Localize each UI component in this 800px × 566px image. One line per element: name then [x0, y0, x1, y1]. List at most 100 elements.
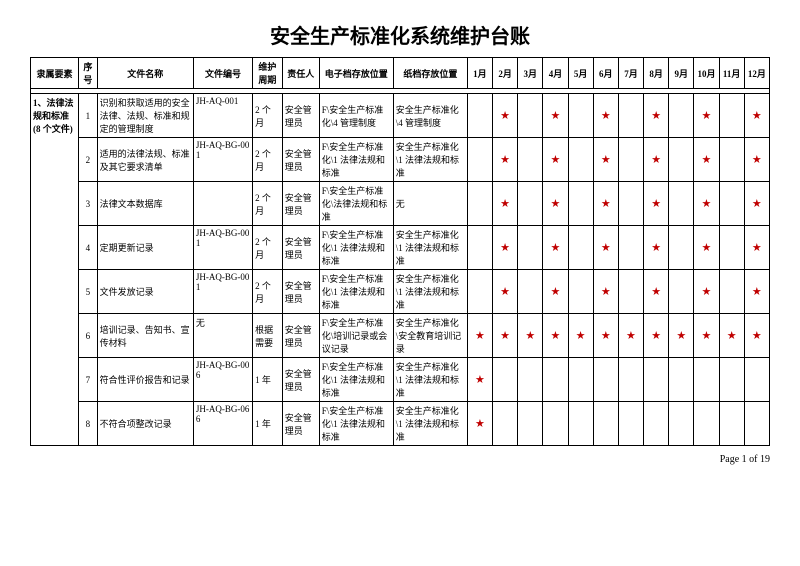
- cell-eloc: F\安全生产标准化\4 管理制度: [319, 94, 393, 138]
- cell-month: [518, 226, 543, 270]
- header-month: 7月: [618, 58, 643, 89]
- header-month: 11月: [719, 58, 744, 89]
- cell-month: ★: [543, 138, 568, 182]
- cell-name: 定期更新记录: [97, 226, 193, 270]
- cell-month: ★: [543, 314, 568, 358]
- cell-cycle: 2 个月: [253, 270, 283, 314]
- cell-num: 5: [79, 270, 98, 314]
- cell-month: [669, 138, 694, 182]
- cell-num: 1: [79, 94, 98, 138]
- cell-month: [543, 402, 568, 446]
- cell-month: [568, 94, 593, 138]
- cell-ploc: 安全生产标准化\4 管理制度: [393, 94, 467, 138]
- cell-month: [694, 402, 719, 446]
- cell-month: ★: [543, 226, 568, 270]
- header-month: 9月: [669, 58, 694, 89]
- header-month: 10月: [694, 58, 719, 89]
- cell-resp: 安全管理员: [282, 226, 319, 270]
- cell-month: ★: [744, 226, 769, 270]
- header-month: 5月: [568, 58, 593, 89]
- cell-month: ★: [744, 314, 769, 358]
- cell-month: ★: [593, 270, 618, 314]
- cell-month: ★: [744, 94, 769, 138]
- cell-code: JH-AQ-BG-006: [193, 358, 252, 402]
- cell-month: [719, 182, 744, 226]
- cell-month: [669, 270, 694, 314]
- cell-month: [694, 358, 719, 402]
- cell-month: [644, 402, 669, 446]
- cell-month: [493, 358, 518, 402]
- table-body: 1、法律法规和标准(8 个文件)1识别和获取适用的安全法律、法规、标准和规定的管…: [31, 89, 770, 446]
- cell-month: [618, 402, 643, 446]
- cell-resp: 安全管理员: [282, 358, 319, 402]
- cell-num: 3: [79, 182, 98, 226]
- cell-month: ★: [744, 270, 769, 314]
- cell-month: ★: [593, 226, 618, 270]
- cell-name: 适用的法律法规、标准及其它要求清单: [97, 138, 193, 182]
- cell-month: ★: [694, 94, 719, 138]
- cell-month: [518, 94, 543, 138]
- cell-month: [543, 358, 568, 402]
- cell-month: [618, 270, 643, 314]
- cell-num: 2: [79, 138, 98, 182]
- cell-month: ★: [543, 182, 568, 226]
- cell-month: [618, 358, 643, 402]
- cell-month: ★: [543, 270, 568, 314]
- cell-month: ★: [467, 402, 492, 446]
- cell-month: [493, 402, 518, 446]
- cell-month: [719, 270, 744, 314]
- cell-month: [568, 270, 593, 314]
- table-row: 6培训记录、告知书、宣传材料无根据需要安全管理员F\安全生产标准化\培训记录或会…: [31, 314, 770, 358]
- cell-eloc: F\安全生产标准化\1 法律法规和标准: [319, 270, 393, 314]
- cell-eloc: F\安全生产标准化\1 法律法规和标准: [319, 358, 393, 402]
- cell-month: [719, 358, 744, 402]
- header-month: 12月: [744, 58, 769, 89]
- cell-month: ★: [644, 226, 669, 270]
- cell-num: 6: [79, 314, 98, 358]
- cell-resp: 安全管理员: [282, 314, 319, 358]
- header-category: 隶属要素: [31, 58, 79, 89]
- cell-month: [744, 402, 769, 446]
- cell-month: [719, 138, 744, 182]
- cell-ploc: 安全生产标准化\1 法律法规和标准: [393, 138, 467, 182]
- cell-month: [618, 182, 643, 226]
- cell-month: ★: [744, 182, 769, 226]
- cell-month: ★: [493, 182, 518, 226]
- table-row: 2适用的法律法规、标准及其它要求清单JH-AQ-BG-0012 个月安全管理员F…: [31, 138, 770, 182]
- cell-month: [467, 138, 492, 182]
- cell-cycle: 2 个月: [253, 182, 283, 226]
- cell-code: JH-AQ-BG-001: [193, 138, 252, 182]
- table-row: 5文件发放记录JH-AQ-BG-0012 个月安全管理员F\安全生产标准化\1 …: [31, 270, 770, 314]
- cell-month: ★: [593, 314, 618, 358]
- cell-eloc: F\安全生产标准化\1 法律法规和标准: [319, 226, 393, 270]
- cell-month: [719, 226, 744, 270]
- cell-cycle: 根据需要: [253, 314, 283, 358]
- cell-ploc: 安全生产标准化\安全教育培训记录: [393, 314, 467, 358]
- cell-resp: 安全管理员: [282, 138, 319, 182]
- cell-ploc: 安全生产标准化\1 法律法规和标准: [393, 402, 467, 446]
- cell-resp: 安全管理员: [282, 182, 319, 226]
- cell-month: ★: [493, 138, 518, 182]
- cell-month: [593, 358, 618, 402]
- cell-month: ★: [543, 94, 568, 138]
- cell-cycle: 1 年: [253, 402, 283, 446]
- header-month: 8月: [644, 58, 669, 89]
- cell-num: 7: [79, 358, 98, 402]
- cell-month: ★: [644, 138, 669, 182]
- header-name: 文件名称: [97, 58, 193, 89]
- cell-eloc: F\安全生产标准化\法律法规和标准: [319, 182, 393, 226]
- cell-month: ★: [669, 314, 694, 358]
- cell-month: ★: [644, 314, 669, 358]
- cell-month: ★: [593, 94, 618, 138]
- cell-month: [669, 358, 694, 402]
- cell-month: ★: [694, 226, 719, 270]
- cell-month: [568, 358, 593, 402]
- cell-month: ★: [644, 182, 669, 226]
- cell-month: ★: [694, 182, 719, 226]
- cell-num: 8: [79, 402, 98, 446]
- header-month: 3月: [518, 58, 543, 89]
- cell-resp: 安全管理员: [282, 94, 319, 138]
- cell-month: ★: [493, 226, 518, 270]
- category-cell: 1、法律法规和标准(8 个文件): [31, 94, 79, 446]
- cell-month: ★: [644, 270, 669, 314]
